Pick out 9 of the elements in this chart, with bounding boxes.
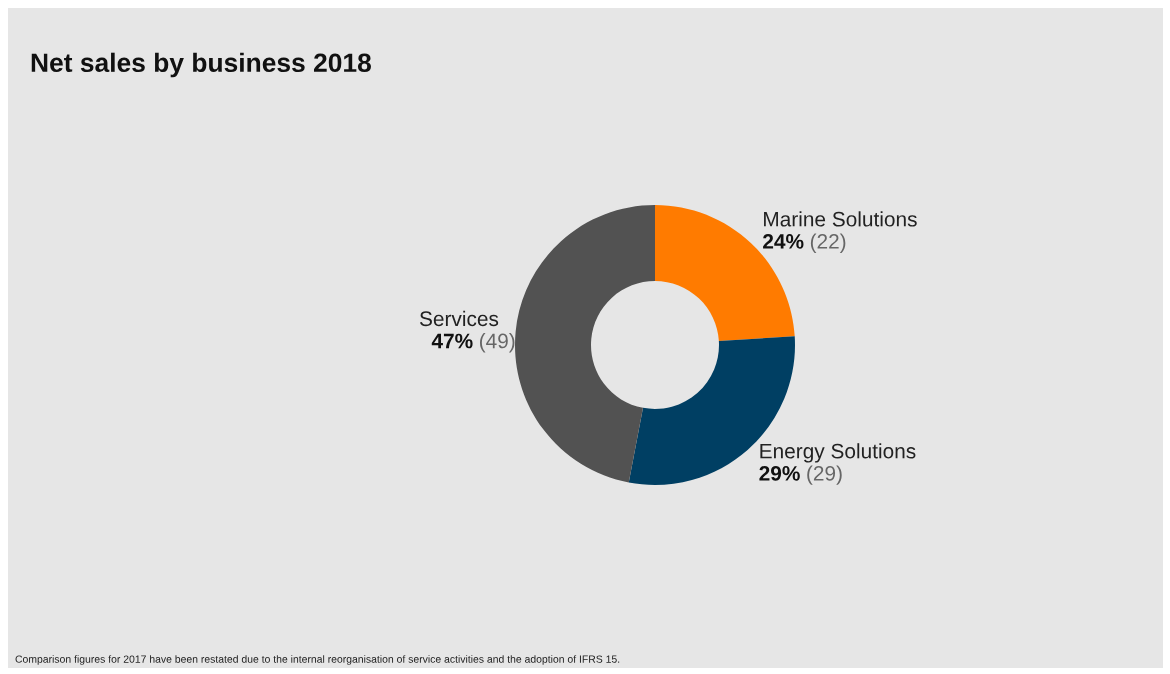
slice-label: Energy Solutions — [760, 443, 916, 463]
slice-label: Services — [419, 310, 499, 327]
text: Net sales by business 2018 — [31, 52, 371, 78]
donut-slice — [515, 205, 655, 483]
data-label: 24% (22) — [763, 233, 846, 253]
data-label: 29% (29) — [759, 465, 842, 485]
text: Comparison figures for 2017 have been restated due to the internal reorganisation of service activities and the adoption of IFRS 15. — [15, 655, 620, 665]
data-label: 47% (49) — [431, 333, 515, 353]
slice-label: Marine Solutions — [764, 211, 917, 227]
